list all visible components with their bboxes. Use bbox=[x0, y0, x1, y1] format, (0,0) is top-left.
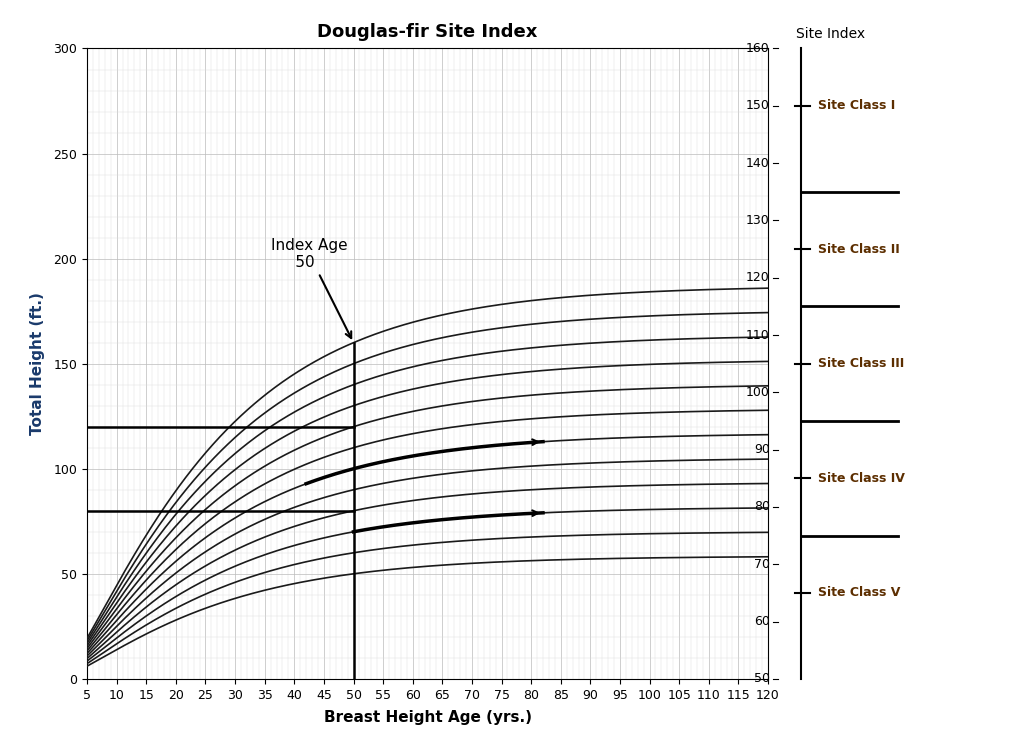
Text: 60: 60 bbox=[754, 615, 770, 628]
Text: Site Class IV: Site Class IV bbox=[818, 471, 905, 485]
Text: 150: 150 bbox=[745, 99, 770, 113]
Text: 90: 90 bbox=[754, 443, 770, 456]
Text: 130: 130 bbox=[746, 214, 770, 227]
X-axis label: Breast Height Age (yrs.): Breast Height Age (yrs.) bbox=[324, 710, 531, 725]
Text: Site Class I: Site Class I bbox=[818, 99, 895, 113]
Text: 70: 70 bbox=[754, 558, 770, 571]
Text: 110: 110 bbox=[746, 328, 770, 342]
Text: Site Class V: Site Class V bbox=[818, 586, 900, 599]
Text: 120: 120 bbox=[746, 272, 770, 284]
Text: Site Class III: Site Class III bbox=[818, 357, 904, 370]
Text: 50: 50 bbox=[754, 672, 770, 686]
Text: 80: 80 bbox=[754, 501, 770, 513]
Title: Douglas-fir Site Index: Douglas-fir Site Index bbox=[317, 23, 538, 41]
Text: Site Index: Site Index bbox=[796, 27, 865, 41]
Text: Site Class II: Site Class II bbox=[818, 242, 900, 256]
Text: 140: 140 bbox=[746, 157, 770, 169]
Y-axis label: Total Height (ft.): Total Height (ft.) bbox=[30, 292, 45, 435]
Text: 100: 100 bbox=[745, 386, 770, 399]
Text: 160: 160 bbox=[746, 42, 770, 55]
Text: Index Age
     50: Index Age 50 bbox=[270, 238, 351, 338]
